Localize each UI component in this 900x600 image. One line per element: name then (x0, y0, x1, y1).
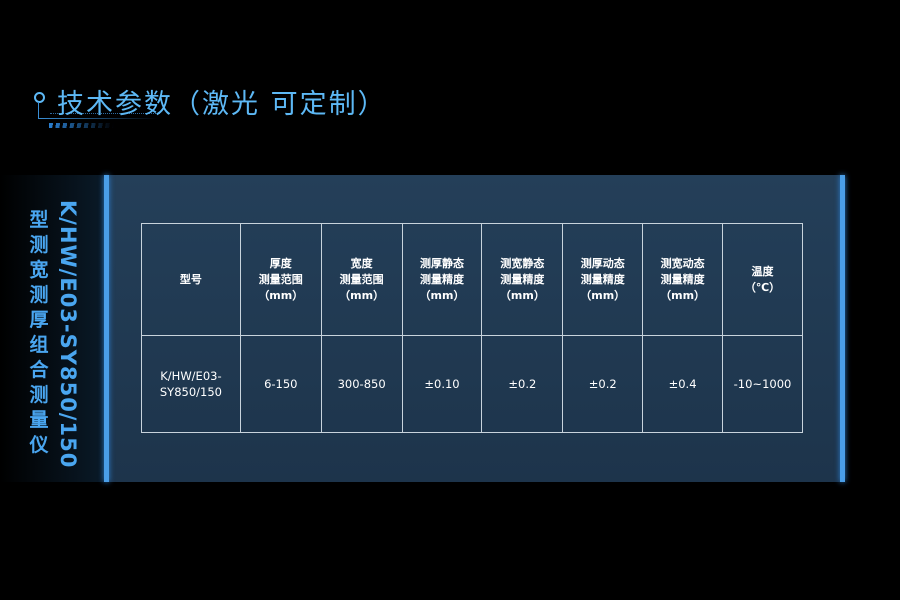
table-cell: 6-150 (239, 335, 322, 433)
table-cell: 300-850 (320, 335, 403, 433)
page-title: 技术参数（激光 可定制） (57, 89, 387, 120)
header-cell: 厚度 测量范围 （mm） (239, 223, 322, 336)
header-cell: 测厚静态 测量精度 （mm） (401, 223, 483, 336)
table-cell: ±0.4 (642, 335, 724, 433)
header-cell: 温度 （℃） (722, 223, 803, 336)
deco-line (38, 102, 39, 119)
table-cell: -10~1000 (722, 335, 803, 433)
table-cell: K/HW/E03- SY850/150 (141, 335, 241, 433)
table-cell: ±0.2 (562, 335, 644, 433)
table-header-row: 型号 厚度 测量范围 （mm） 宽度 测量范围 （mm） 测厚静态 测量精度 （mm）… (141, 223, 803, 336)
model-vertical-label: K/HW/E03-SY850/150 (56, 200, 80, 469)
panel-right-accent (840, 175, 845, 482)
side-background (0, 175, 104, 482)
deco-line (38, 118, 158, 119)
header-cell: 测宽动态 测量精度 （mm） (642, 223, 724, 336)
panel-left-accent (104, 175, 109, 482)
deco-bars (49, 123, 114, 128)
header-cell: 宽度 测量范围 （mm） (320, 223, 403, 336)
deco-dots (50, 113, 160, 115)
product-name-vertical-label: 型测宽测厚组合测量仪 (29, 209, 49, 456)
header-cell: 测宽静态 测量精度 （mm） (481, 223, 564, 336)
table-row: K/HW/E03- SY850/150 6-150 300-850 ±0.10 ±0.2… (141, 335, 803, 433)
spec-table: 型号 厚度 测量范围 （mm） 宽度 测量范围 （mm） 测厚静态 测量精度 （mm）… (141, 223, 803, 433)
table-cell: ±0.2 (481, 335, 564, 433)
header-cell: 测厚动态 测量精度 （mm） (562, 223, 644, 336)
header-cell: 型号 (141, 223, 241, 336)
table-cell: ±0.10 (401, 335, 483, 433)
circle-decoration-icon (34, 92, 45, 103)
